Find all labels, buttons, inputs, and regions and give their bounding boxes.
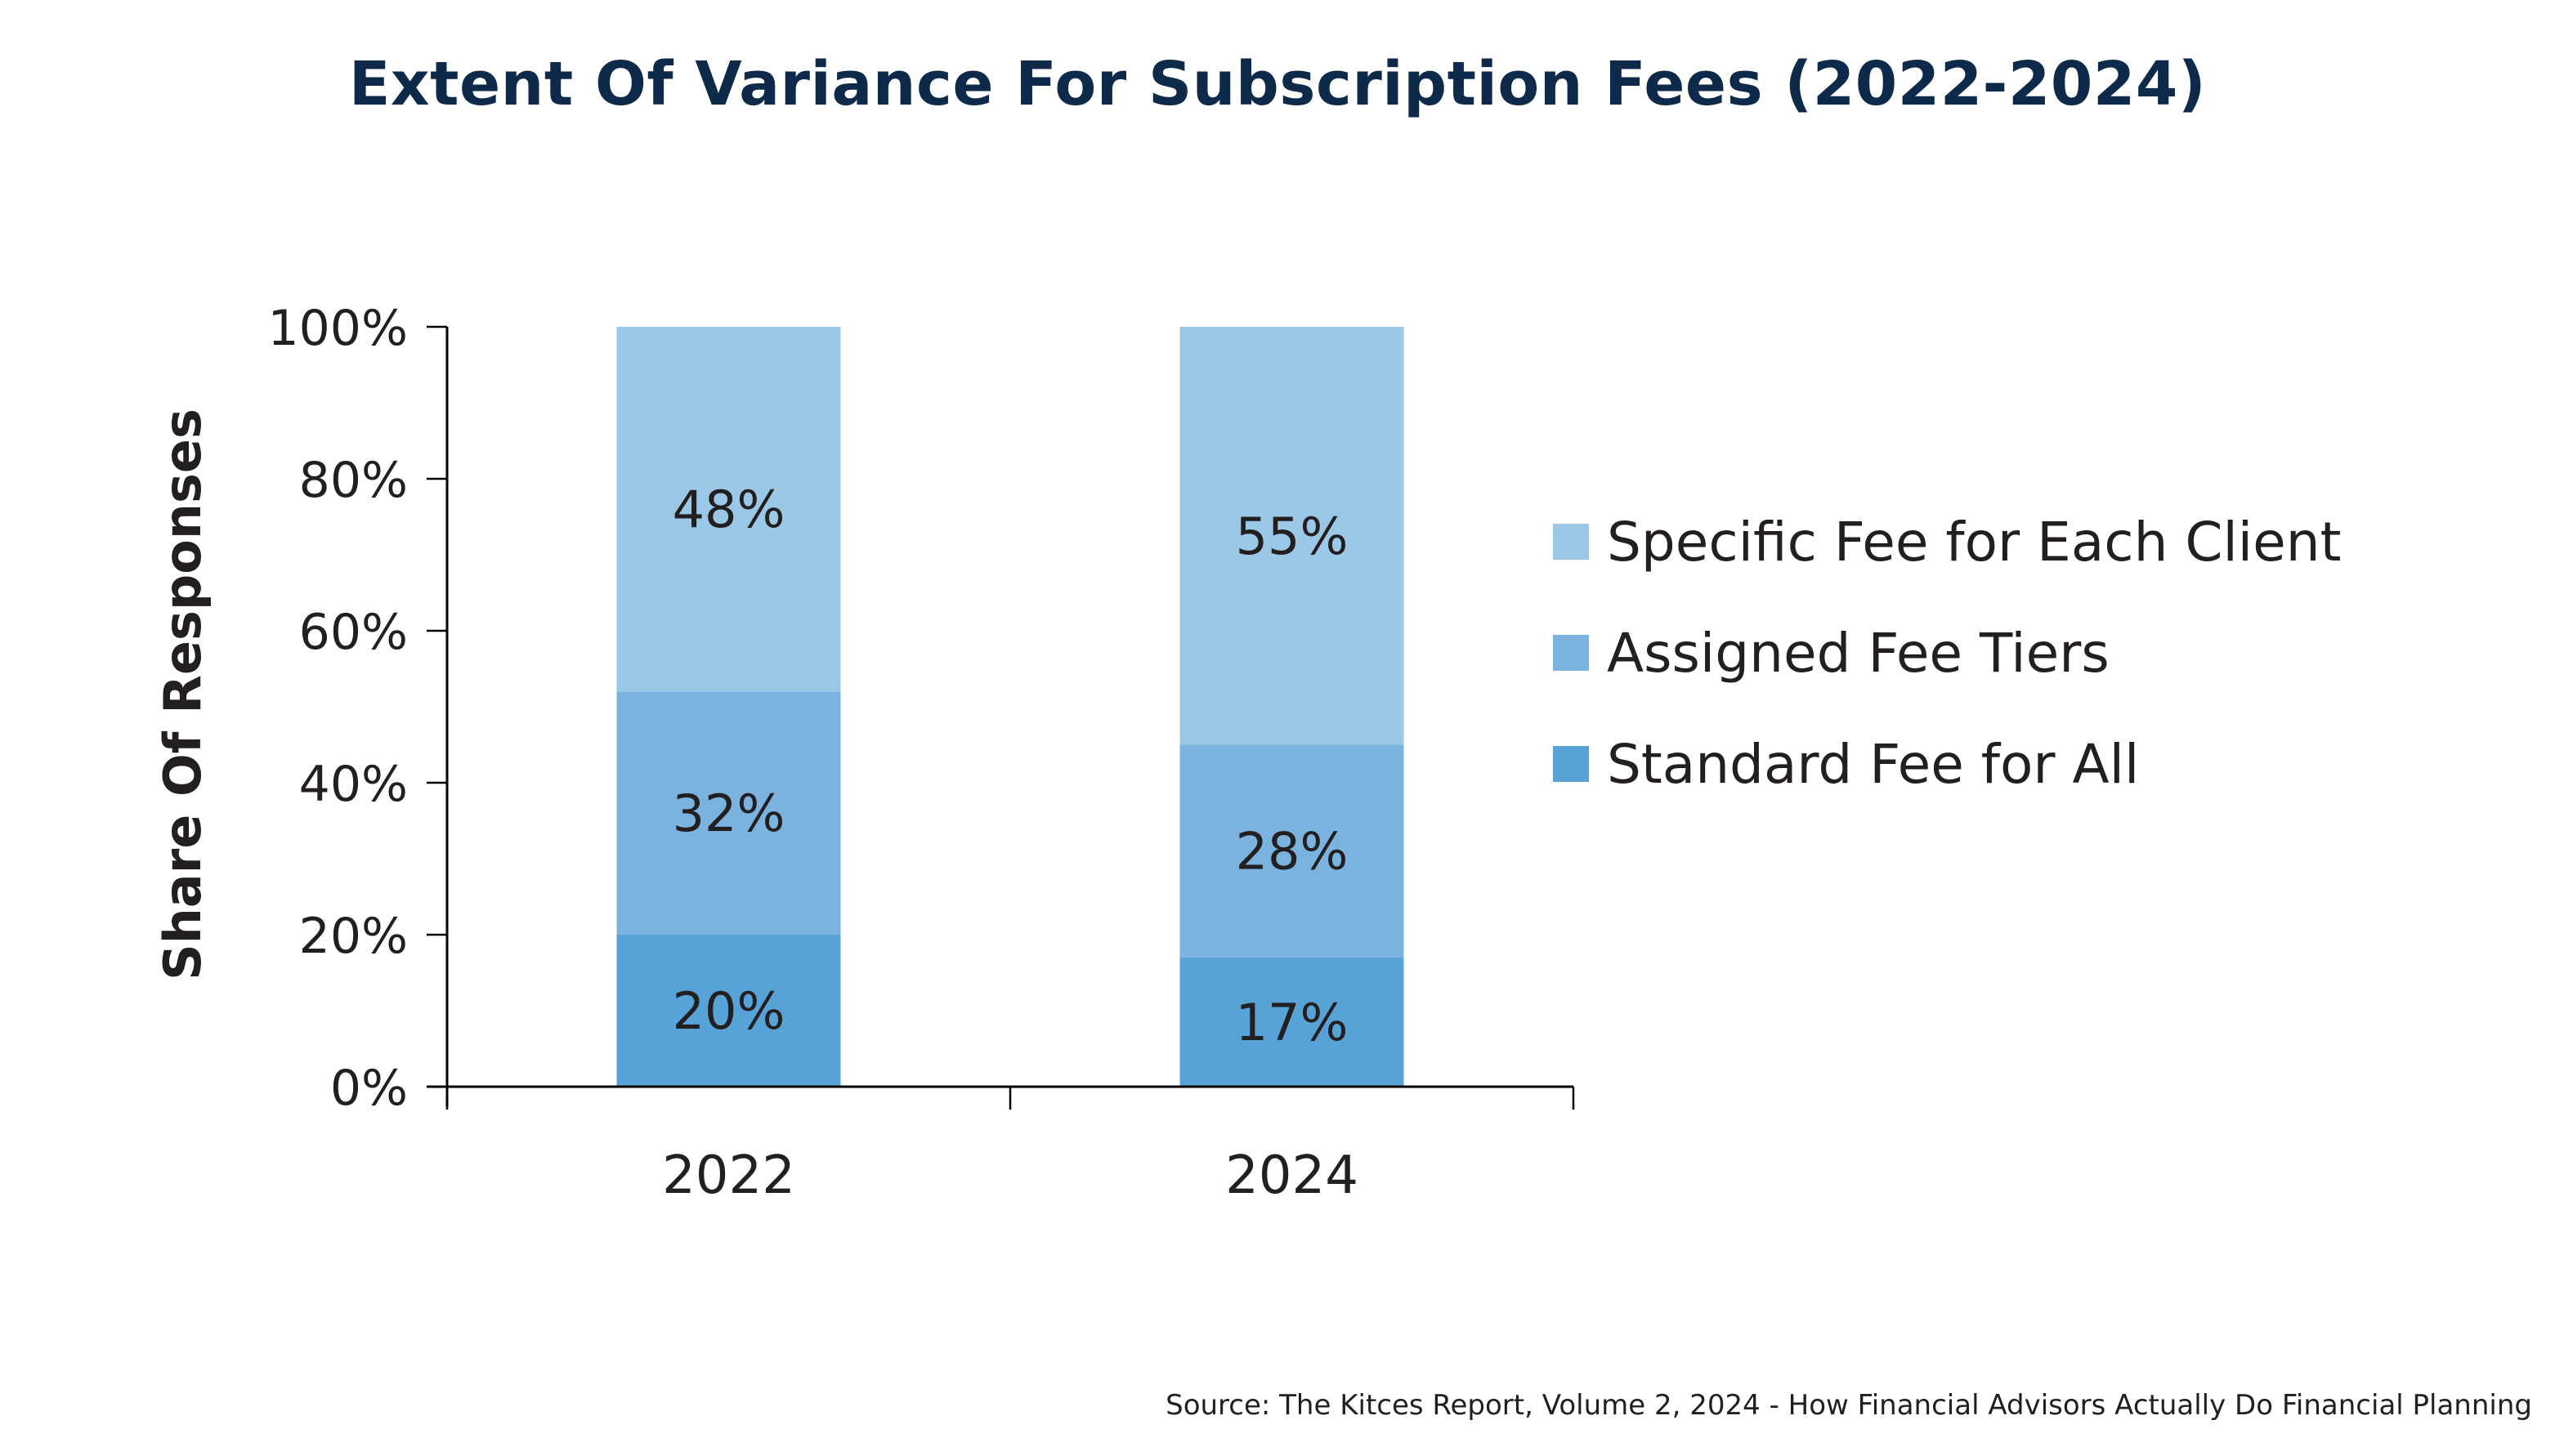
source-note: Source: The Kitces Report, Volume 2, 202…	[1166, 1389, 2532, 1422]
bar-segment-2022-assigned-fee-tiers	[616, 691, 841, 935]
x-tick-label: 2024	[1225, 1146, 1358, 1206]
x-tick-labels: 2022 2024	[662, 1146, 1358, 1206]
legend-swatch	[1553, 746, 1589, 782]
legend-item: Standard Fee for All	[1553, 733, 2341, 796]
bar-segment-2024-specific-fee-for-each-client	[1179, 327, 1404, 745]
segment-labels: 20% 32% 48% 17% 28% 55%	[673, 480, 1349, 1052]
legend: Specific Fee for Each Client Assigned Fee…	[1553, 511, 2341, 848]
legend-label: Assigned Fee Tiers	[1607, 621, 2110, 685]
y-tick-label: 40%	[299, 756, 408, 813]
legend-label: Standard Fee for All	[1607, 732, 2140, 796]
y-axis-title-group: Share Of Responses	[153, 409, 213, 980]
axes	[427, 327, 1575, 1110]
data-label: 17%	[1236, 993, 1349, 1052]
y-tick-label: 80%	[299, 452, 408, 509]
bar-segment-2022-specific-fee-for-each-client	[616, 327, 841, 692]
y-tick-label: 0%	[330, 1060, 408, 1117]
bars	[616, 327, 1404, 1087]
data-label: 48%	[673, 480, 785, 539]
bar-segment-2024-standard-fee-for-all	[1179, 957, 1404, 1087]
data-label: 28%	[1236, 822, 1349, 882]
legend-swatch	[1553, 635, 1589, 671]
data-label: 20%	[673, 981, 785, 1041]
legend-swatch	[1553, 524, 1589, 560]
y-tick-label: 20%	[299, 908, 408, 965]
data-label: 32%	[673, 784, 785, 843]
y-tick-label: 100%	[267, 300, 408, 357]
x-tick-label: 2022	[662, 1146, 795, 1206]
bar-segment-2022-standard-fee-for-all	[616, 935, 841, 1087]
data-label: 55%	[1236, 507, 1349, 566]
chart-title: Extent Of Variance For Subscription Fees…	[348, 49, 2207, 119]
bar-segment-2024-assigned-fee-tiers	[1179, 744, 1404, 958]
legend-item: Assigned Fee Tiers	[1553, 622, 2341, 685]
legend-item: Specific Fee for Each Client	[1553, 511, 2341, 574]
y-axis-title: Share Of Responses	[153, 409, 213, 980]
legend-label: Specific Fee for Each Client	[1607, 510, 2342, 574]
y-ticks: 0% 20% 40% 60% 80% 100%	[267, 300, 447, 1117]
y-tick-label: 60%	[299, 604, 408, 661]
